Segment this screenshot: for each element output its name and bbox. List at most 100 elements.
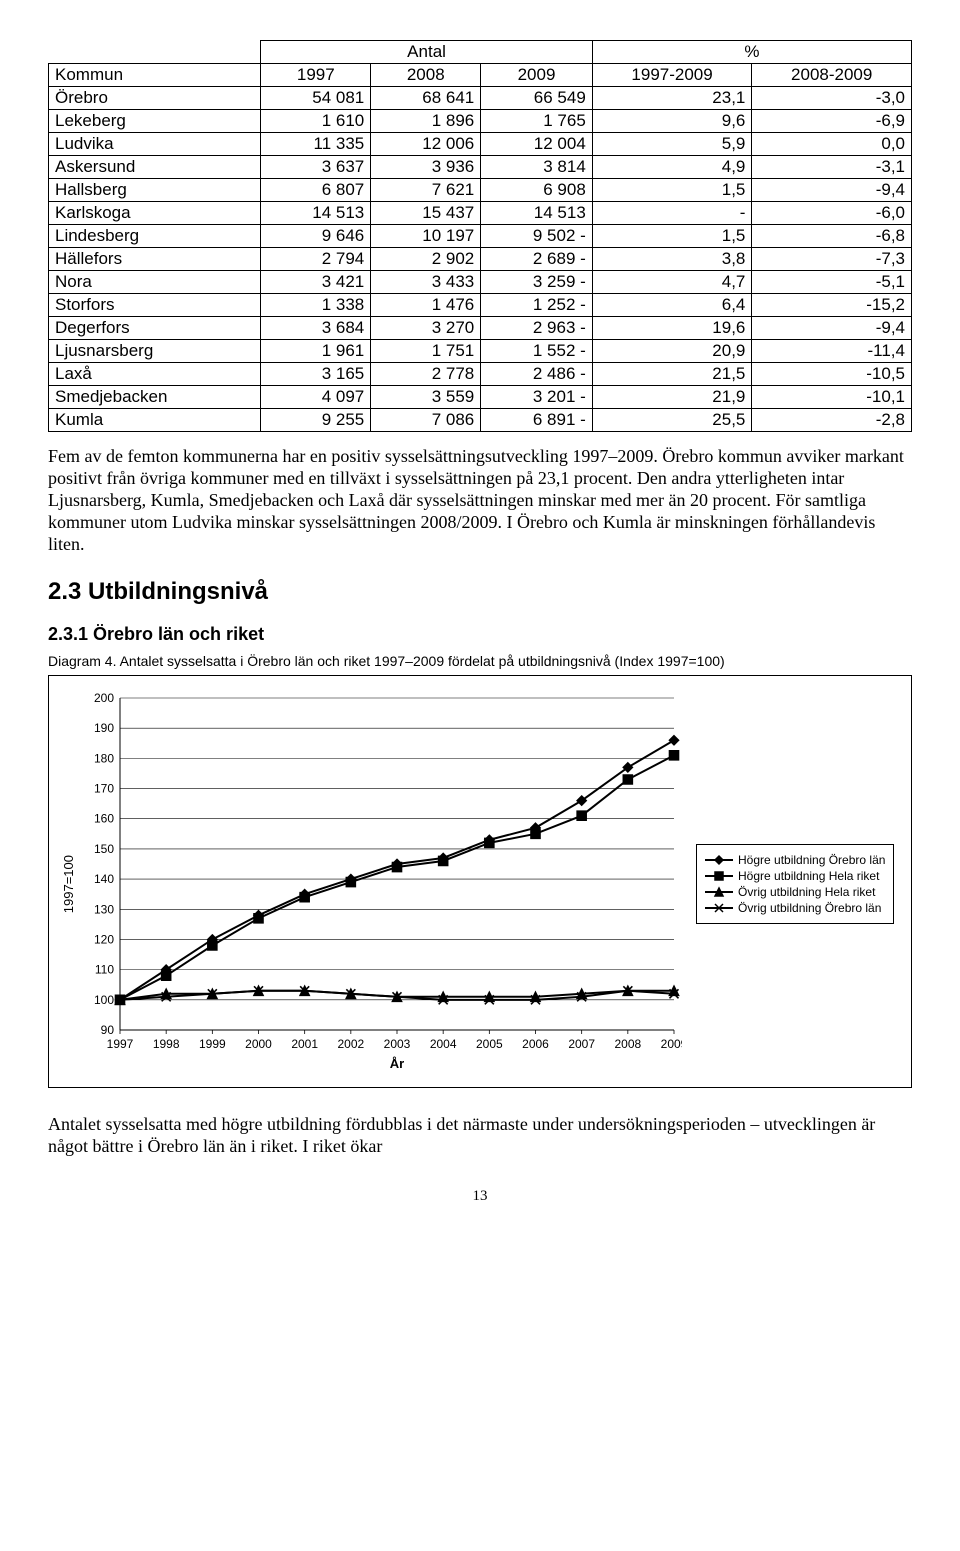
row-value: 0,0	[752, 133, 912, 156]
row-value: 2 689 -	[481, 248, 593, 271]
th-col-2: 2008	[371, 64, 481, 87]
table-row: Hällefors2 7942 9022 689 -3,8-7,3	[49, 248, 912, 271]
row-value: -6,9	[752, 110, 912, 133]
th-col-3: 2009	[481, 64, 593, 87]
row-value: -7,3	[752, 248, 912, 271]
chart-caption: Diagram 4. Antalet sysselsatta i Örebro …	[48, 653, 912, 669]
row-value: 1 961	[261, 340, 371, 363]
chart-frame: 1997=100 9010011012013014015016017018019…	[48, 675, 912, 1088]
row-value: 6,4	[592, 294, 752, 317]
row-label: Kumla	[49, 409, 261, 432]
row-value: 1 751	[371, 340, 481, 363]
table-row: Ludvika11 33512 00612 0045,90,0	[49, 133, 912, 156]
row-label: Hällefors	[49, 248, 261, 271]
svg-text:140: 140	[94, 872, 114, 886]
legend-label: Övrig utbildning Hela riket	[738, 885, 875, 899]
row-label: Storfors	[49, 294, 261, 317]
row-value: -3,0	[752, 87, 912, 110]
svg-text:1999: 1999	[199, 1037, 226, 1051]
row-value: -2,8	[752, 409, 912, 432]
legend-item: Övrig utbildning Örebro län	[705, 901, 885, 915]
row-value: 4,9	[592, 156, 752, 179]
row-value: -	[592, 202, 752, 225]
row-value: 9,6	[592, 110, 752, 133]
row-label: Lindesberg	[49, 225, 261, 248]
table-row: Nora3 4213 4333 259 -4,7-5,1	[49, 271, 912, 294]
paragraph-2: Antalet sysselsatta med högre utbildning…	[48, 1114, 912, 1158]
table-row: Storfors1 3381 4761 252 -6,4-15,2	[49, 294, 912, 317]
svg-text:År: År	[390, 1056, 404, 1071]
row-value: 54 081	[261, 87, 371, 110]
row-label: Nora	[49, 271, 261, 294]
heading-2-3: 2.3 Utbildningsnivå	[48, 578, 912, 606]
row-value: 5,9	[592, 133, 752, 156]
data-table: Antal % Kommun1997200820091997-20092008-…	[48, 40, 912, 432]
row-label: Karlskoga	[49, 202, 261, 225]
row-value: 3 814	[481, 156, 593, 179]
row-value: 6 807	[261, 179, 371, 202]
legend-label: Högre utbildning Örebro län	[738, 853, 885, 867]
row-value: 12 004	[481, 133, 593, 156]
row-value: 1 552 -	[481, 340, 593, 363]
row-value: 1,5	[592, 225, 752, 248]
th-col-1: 1997	[261, 64, 371, 87]
row-value: 9 255	[261, 409, 371, 432]
row-label: Lekeberg	[49, 110, 261, 133]
row-value: -5,1	[752, 271, 912, 294]
svg-text:120: 120	[94, 932, 114, 946]
row-value: 1,5	[592, 179, 752, 202]
svg-text:2004: 2004	[430, 1037, 457, 1051]
row-value: 23,1	[592, 87, 752, 110]
row-value: 25,5	[592, 409, 752, 432]
svg-text:1997: 1997	[107, 1037, 134, 1051]
row-value: 1 476	[371, 294, 481, 317]
row-label: Smedjebacken	[49, 386, 261, 409]
row-value: 7 086	[371, 409, 481, 432]
table-row: Ljusnarsberg1 9611 7511 552 -20,9-11,4	[49, 340, 912, 363]
row-value: 2 902	[371, 248, 481, 271]
row-value: 12 006	[371, 133, 481, 156]
svg-text:150: 150	[94, 842, 114, 856]
row-value: 15 437	[371, 202, 481, 225]
row-value: -15,2	[752, 294, 912, 317]
svg-text:110: 110	[95, 962, 114, 976]
row-value: 2 778	[371, 363, 481, 386]
row-value: 3 270	[371, 317, 481, 340]
table-row: Hallsberg6 8077 6216 9081,5-9,4	[49, 179, 912, 202]
table-row: Askersund3 6373 9363 8144,9-3,1	[49, 156, 912, 179]
table-row: Lekeberg1 6101 8961 7659,6-6,9	[49, 110, 912, 133]
row-value: 14 513	[261, 202, 371, 225]
row-value: 9 502 -	[481, 225, 593, 248]
row-value: 3 433	[371, 271, 481, 294]
th-col-0: Kommun	[49, 64, 261, 87]
row-value: 9 646	[261, 225, 371, 248]
row-value: 3 936	[371, 156, 481, 179]
table-row: Laxå3 1652 7782 486 -21,5-10,5	[49, 363, 912, 386]
table-row: Smedjebacken4 0973 5593 201 -21,9-10,1	[49, 386, 912, 409]
svg-text:2005: 2005	[476, 1037, 503, 1051]
row-value: 3,8	[592, 248, 752, 271]
row-value: 2 963 -	[481, 317, 593, 340]
row-value: 6 908	[481, 179, 593, 202]
row-value: 1 252 -	[481, 294, 593, 317]
row-value: 11 335	[261, 133, 371, 156]
row-value: 3 259 -	[481, 271, 593, 294]
row-label: Ludvika	[49, 133, 261, 156]
row-label: Örebro	[49, 87, 261, 110]
row-value: 68 641	[371, 87, 481, 110]
svg-text:2003: 2003	[384, 1037, 411, 1051]
row-value: 3 165	[261, 363, 371, 386]
row-value: 3 684	[261, 317, 371, 340]
chart-plot: 9010011012013014015016017018019020019971…	[82, 692, 682, 1077]
row-value: -9,4	[752, 179, 912, 202]
row-value: 6 891 -	[481, 409, 593, 432]
table-row: Karlskoga14 51315 43714 513--6,0	[49, 202, 912, 225]
row-value: 21,9	[592, 386, 752, 409]
th-col-4: 1997-2009	[592, 64, 752, 87]
svg-text:2000: 2000	[245, 1037, 272, 1051]
legend-label: Högre utbildning Hela riket	[738, 869, 879, 883]
row-value: -10,5	[752, 363, 912, 386]
row-label: Laxå	[49, 363, 261, 386]
chart-legend: Högre utbildning Örebro län Högre utbildn…	[696, 844, 894, 924]
row-value: 2 486 -	[481, 363, 593, 386]
